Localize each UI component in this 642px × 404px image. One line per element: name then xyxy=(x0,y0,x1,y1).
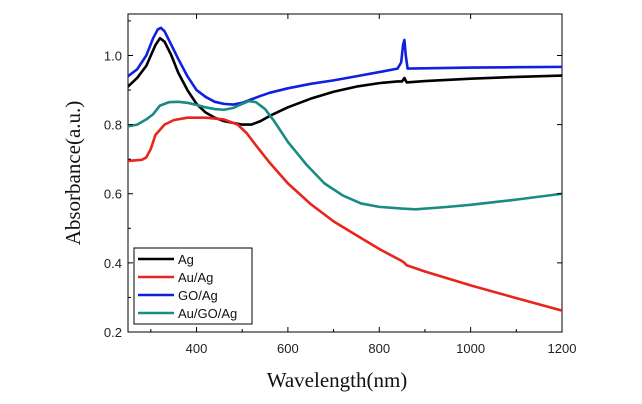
y-tick-label: 0.2 xyxy=(104,325,122,340)
legend-label: GO/Ag xyxy=(178,288,218,303)
legend-label: Au/GO/Ag xyxy=(178,306,237,321)
legend-label: Au/Ag xyxy=(178,270,213,285)
x-tick-label: 1000 xyxy=(456,341,485,356)
x-tick-label: 1200 xyxy=(548,341,577,356)
y-axis-title: Absorbance(a.u.) xyxy=(61,101,85,246)
x-axis-title: Wavelength(nm) xyxy=(267,368,408,392)
plot-frame xyxy=(127,13,563,333)
y-tick-label: 0.8 xyxy=(104,118,122,133)
y-tick-label: 1.0 xyxy=(104,48,122,63)
y-ticks-layer: 0.2 0.4 0.6 0.8 1.0 xyxy=(104,20,562,340)
series-line-au-ag xyxy=(128,116,562,312)
x-tick-label: 600 xyxy=(277,341,299,356)
x-tick-label: 400 xyxy=(186,341,208,356)
x-ticks-layer: 400 600 800 1000 1200 xyxy=(150,14,577,356)
series-line-au-go-ag xyxy=(128,99,562,211)
series-layer xyxy=(128,26,562,312)
legend: Ag Au/Ag GO/Ag Au/GO/Ag xyxy=(133,247,253,325)
series-line-ag xyxy=(128,36,562,126)
series-line-go-ag xyxy=(128,26,562,106)
x-tick-label: 800 xyxy=(368,341,390,356)
y-tick-label: 0.4 xyxy=(104,256,122,271)
legend-label: Ag xyxy=(178,252,194,267)
y-tick-label: 0.6 xyxy=(104,187,122,202)
legend-box xyxy=(133,247,253,325)
